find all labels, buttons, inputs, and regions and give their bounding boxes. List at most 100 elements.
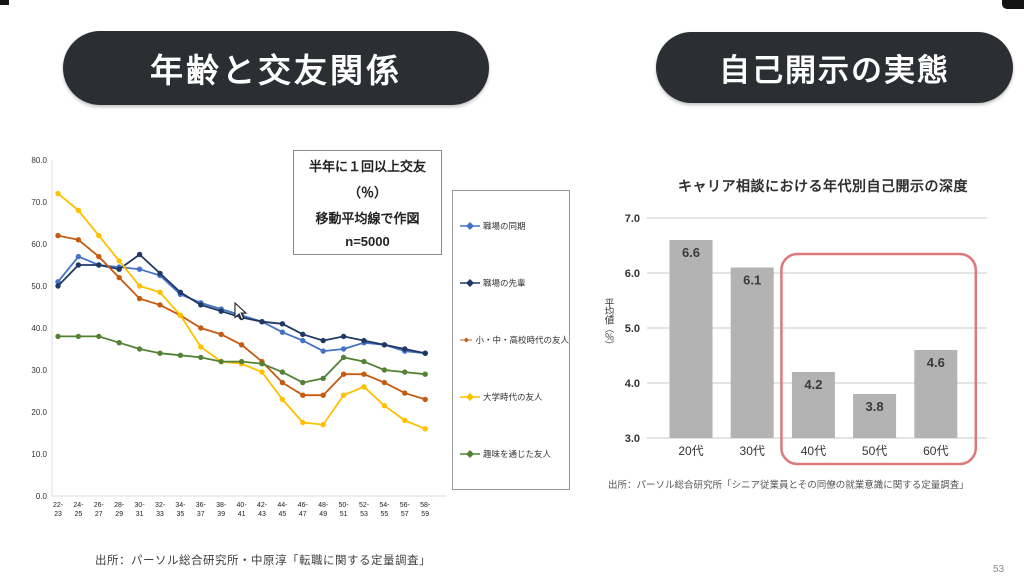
page-number: 53 xyxy=(993,564,1005,575)
data-point xyxy=(402,369,408,375)
data-point xyxy=(55,190,61,197)
data-point xyxy=(136,251,143,258)
x-tick-label-bottom: 37 xyxy=(197,511,205,518)
data-point xyxy=(340,346,347,352)
bar-y-tick-label: 6.0 xyxy=(625,268,640,280)
data-point xyxy=(177,312,184,319)
data-point xyxy=(177,289,184,295)
data-point xyxy=(402,346,408,352)
x-tick-label-top: 52- xyxy=(359,502,370,509)
y-tick-label: 40.0 xyxy=(31,324,47,333)
note-line-3: 移動平均線で作図 xyxy=(315,211,420,226)
note-line-4: n=5000 xyxy=(345,234,390,249)
legend-item-2: 小・中・高校時代の友人 xyxy=(460,334,569,346)
data-point xyxy=(361,358,367,365)
data-point xyxy=(198,354,204,361)
data-point xyxy=(157,350,163,356)
data-point xyxy=(136,266,143,272)
x-tick-label-top: 46- xyxy=(298,502,309,509)
legend-label: 職場の先輩 xyxy=(483,277,526,288)
legend-item-4: 趣味を通じた友人 xyxy=(460,448,569,460)
legend-item-3: 大学時代の友人 xyxy=(460,391,569,403)
x-tick-label-bottom: 33 xyxy=(156,511,164,518)
legend-item-0: 職場の同期 xyxy=(460,220,569,232)
bar-value-label: 4.2 xyxy=(804,377,822,392)
left-source-text: 出所：パーソル総合研究所・中原淳「転職に関する定量調査」 xyxy=(95,555,431,567)
data-point xyxy=(259,361,265,367)
data-point xyxy=(402,417,408,424)
bar-4 xyxy=(914,350,958,438)
data-point xyxy=(300,379,306,386)
legend-label: 職場の同期 xyxy=(483,220,526,231)
data-point xyxy=(75,262,82,268)
y-tick-label: 0.0 xyxy=(36,492,48,501)
bar-value-label: 6.1 xyxy=(743,273,761,288)
data-point xyxy=(55,283,61,289)
friendship-line-chart: 0.0 10.0 20.0 30.0 40.0 50.0 60.0 70.0 80.0 22- 23… xyxy=(14,146,460,546)
data-point xyxy=(320,348,326,354)
data-point xyxy=(320,375,326,382)
x-tick-label-top: 44- xyxy=(277,502,288,509)
frame-artifact-top-right xyxy=(1002,0,1024,9)
data-point xyxy=(340,392,347,398)
y-tick-label: 20.0 xyxy=(31,408,47,417)
legend-label: 趣味を通じた友人 xyxy=(483,449,552,460)
data-point xyxy=(381,342,388,348)
section-title-self-disclosure: 自己開示の実態 xyxy=(656,32,1013,103)
y-tick-label: 10.0 xyxy=(31,450,47,459)
x-tick-label-bottom: 55 xyxy=(381,511,389,518)
x-tick-label-top: 28- xyxy=(114,502,125,509)
data-point xyxy=(96,232,102,239)
data-point xyxy=(279,379,286,386)
bar-category-label: 30代 xyxy=(740,444,765,458)
data-point xyxy=(177,352,184,358)
x-tick-label-top: 24- xyxy=(73,502,84,509)
bar-value-label: 6.6 xyxy=(682,245,700,260)
x-tick-label-top: 30- xyxy=(135,502,146,509)
bar-1 xyxy=(730,267,774,438)
note-line-2: （％） xyxy=(347,185,387,200)
x-tick-label-bottom: 59 xyxy=(421,511,429,518)
data-point xyxy=(422,371,428,377)
data-point xyxy=(96,253,102,260)
data-point xyxy=(300,392,306,398)
data-point xyxy=(96,333,102,340)
x-tick-label-bottom: 47 xyxy=(299,511,307,518)
x-tick-label-top: 48- xyxy=(318,502,329,509)
bar-y-tick-label: 7.0 xyxy=(625,213,640,225)
x-tick-label-bottom: 43 xyxy=(258,511,266,518)
data-point xyxy=(75,237,82,243)
data-point xyxy=(198,325,204,331)
x-tick-label-bottom: 57 xyxy=(401,511,409,518)
data-point xyxy=(422,426,428,432)
data-point xyxy=(157,289,163,295)
legend-marker-icon xyxy=(460,337,473,343)
data-point xyxy=(218,331,224,337)
bar-category-label: 40代 xyxy=(801,444,826,458)
data-point xyxy=(300,331,306,337)
bar-y-tick-label: 4.0 xyxy=(625,378,640,390)
bar-chart-title: キャリア相談における年代別自己開示の深度 xyxy=(678,178,968,194)
data-point xyxy=(157,302,163,308)
data-point xyxy=(361,384,367,390)
data-point xyxy=(320,337,326,344)
x-tick-label-bottom: 51 xyxy=(340,511,348,518)
data-point xyxy=(75,207,82,214)
data-point xyxy=(300,419,306,426)
data-point xyxy=(259,369,265,375)
x-tick-label-top: 26- xyxy=(94,502,105,509)
bar-y-tick-label: 5.0 xyxy=(625,323,640,335)
x-tick-label-top: 38- xyxy=(216,502,227,509)
data-point xyxy=(381,403,388,409)
data-point xyxy=(96,262,102,268)
data-point xyxy=(361,371,367,377)
x-tick-label-top: 34- xyxy=(175,502,186,509)
data-point xyxy=(279,396,286,403)
line-chart-svg: 0.0 10.0 20.0 30.0 40.0 50.0 60.0 70.0 80.0 22- 23… xyxy=(31,156,446,518)
x-tick-label-top: 36- xyxy=(196,502,207,509)
bar-chart-y-axis-label: 平均値（％） xyxy=(602,298,614,349)
bar-y-tick-label: 3.0 xyxy=(625,433,640,445)
data-point xyxy=(361,337,367,344)
mouse-cursor-icon xyxy=(234,302,248,321)
data-point xyxy=(218,308,224,314)
